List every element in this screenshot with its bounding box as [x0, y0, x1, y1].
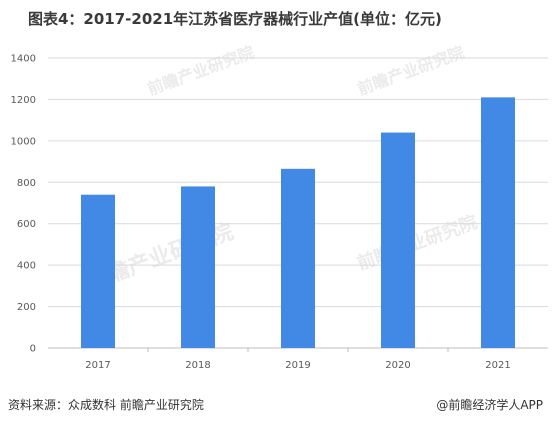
y-tick-label: 400 — [17, 261, 36, 272]
x-tick-label: 2020 — [385, 360, 410, 371]
source-note: 资料来源：众成数科 前瞻产业研究院 — [8, 398, 204, 412]
bar-2019 — [281, 168, 315, 348]
y-tick-label: 800 — [17, 178, 36, 189]
x-tick-label: 2021 — [485, 360, 510, 371]
y-tick-label: 1400 — [11, 54, 36, 65]
brand-label: @前瞻经济学人APP — [436, 398, 543, 412]
y-tick-label: 600 — [17, 219, 36, 230]
y-axis: 0 200 400 600 800 1000 1200 1400 — [11, 54, 36, 355]
bar-2018 — [181, 186, 215, 348]
bars — [81, 97, 515, 348]
x-tick-label: 2017 — [85, 360, 110, 371]
chart-title: 图表4：2017-2021年江苏省医疗器械行业产值(单位：亿元) — [28, 10, 442, 28]
svg-text:前瞻产业研究院: 前瞻产业研究院 — [355, 43, 467, 99]
x-tick-label: 2019 — [285, 360, 310, 371]
bar-2021 — [481, 97, 515, 348]
svg-text:前瞻产业研究院: 前瞻产业研究院 — [145, 43, 257, 99]
y-tick-label: 1000 — [11, 136, 36, 147]
y-tick-label: 0 — [30, 344, 36, 355]
bar-2017 — [81, 194, 115, 348]
x-axis: 2017 2018 2019 2020 2021 — [85, 348, 511, 371]
x-tick-label: 2018 — [185, 360, 210, 371]
y-tick-label: 200 — [17, 302, 36, 313]
bar-2020 — [381, 132, 415, 348]
y-tick-label: 1200 — [11, 95, 36, 106]
